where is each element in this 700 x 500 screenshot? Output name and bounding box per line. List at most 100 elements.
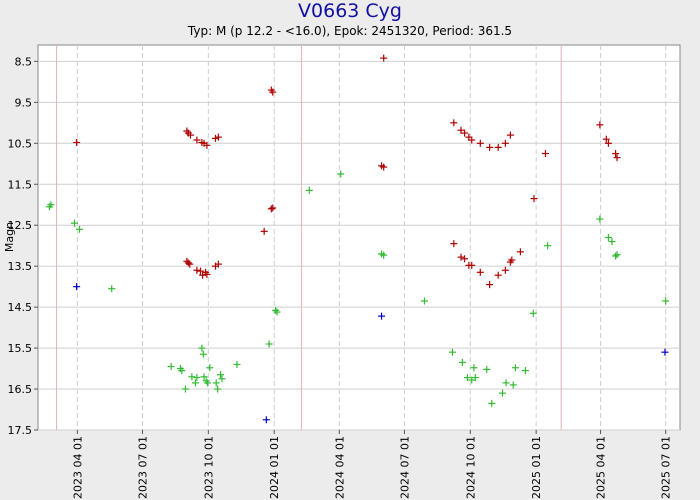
data-point-green [212,379,220,387]
data-point-green [204,379,212,387]
data-point-red [193,136,201,144]
y-tick-label: 9.5 [15,96,33,109]
data-point-red [457,126,465,134]
data-point-red [380,54,388,62]
data-point-green [76,225,84,233]
data-point-red [486,143,494,151]
data-point-green [188,373,196,381]
data-point-red [468,261,476,269]
data-point-blue [661,348,669,356]
data-point-red [516,248,524,256]
data-point-green [199,350,207,358]
data-point-blue [73,283,81,291]
data-point-green [71,219,79,227]
data-point-green [178,367,186,375]
data-point-red [196,267,204,275]
data-point-red [269,204,277,212]
x-tick-label: 2023 07 01 [136,436,149,499]
data-point-red [612,150,620,158]
data-point-red [267,205,275,213]
data-point-green [613,251,621,259]
data-point-red [214,260,222,268]
data-point-green [529,309,537,317]
data-point-green [273,308,281,316]
data-point-red [450,119,458,127]
data-point-green [108,285,116,293]
data-point-green [662,297,670,305]
data-point-green [471,374,479,382]
y-tick-label: 13.5 [8,260,33,273]
data-point-green [499,389,507,397]
data-point-green [608,238,616,246]
data-point-red [203,141,211,149]
points-layer [45,54,670,424]
data-point-red [604,139,612,147]
data-point-green [214,385,222,393]
data-point-red [494,143,502,151]
data-point-green [488,399,496,407]
x-tick-label: 2025 01 01 [530,436,543,499]
y-tick-label: 10.5 [8,137,33,150]
data-point-red [203,270,211,278]
data-point-green [509,381,517,389]
data-point-green [448,348,456,356]
data-point-green [198,344,206,352]
data-point-green [191,379,199,387]
data-point-red [214,133,222,141]
data-point-green [380,251,388,259]
x-tick-label: 2023 10 01 [202,436,215,499]
data-point-red [501,266,509,274]
data-point-green [305,186,313,194]
y-tick-label: 17.5 [8,424,33,437]
data-point-green [502,379,510,387]
y-tick-label: 8.5 [15,55,33,68]
data-point-green [458,358,466,366]
data-point-green [596,215,604,223]
data-point-green [337,170,345,178]
data-point-green [420,297,428,305]
data-point-green [612,252,620,260]
data-point-green [206,364,214,372]
data-point-green [544,242,552,250]
data-point-green [470,364,478,372]
y-tick-label: 15.5 [8,342,33,355]
data-point-red [260,227,268,235]
data-point-red [468,136,476,144]
data-point-red [457,253,465,261]
data-point-green [167,363,175,371]
data-point-green [233,360,241,368]
data-point-red [476,139,484,147]
chart-subtitle: Typ: M (p 12.2 - <16.0), Epok: 2451320, … [187,24,513,38]
data-point-green [511,364,519,372]
data-point-green [218,375,226,383]
data-point-green [265,340,273,348]
x-tick-label: 2024 07 01 [398,436,411,499]
x-tick-label: 2024 01 01 [268,436,281,499]
data-point-red [501,139,509,147]
x-tick-label: 2024 04 01 [333,436,346,499]
data-point-green [604,234,612,241]
data-point-red [450,240,458,248]
data-point-red [508,256,516,264]
data-point-blue [378,312,386,320]
y-tick-label: 12.5 [8,219,33,232]
x-tick-label: 2025 07 01 [660,436,673,499]
data-point-red [186,131,194,139]
data-point-red [541,150,549,158]
data-point-red [380,163,388,171]
data-point-red [186,260,194,268]
data-point-green [217,371,225,379]
data-point-red [506,131,514,139]
data-point-red [184,259,192,267]
x-tick-label: 2023 04 01 [71,436,84,499]
plot-area [37,44,681,431]
data-point-green [181,385,189,393]
data-point-red [461,255,469,263]
data-point-red [602,135,610,143]
grid-layer [38,45,680,431]
data-point-green [200,373,208,381]
x-tick-label: 2024 10 01 [464,436,477,499]
data-point-red [461,129,469,137]
chart-title: V0663 Cyg [298,0,402,22]
